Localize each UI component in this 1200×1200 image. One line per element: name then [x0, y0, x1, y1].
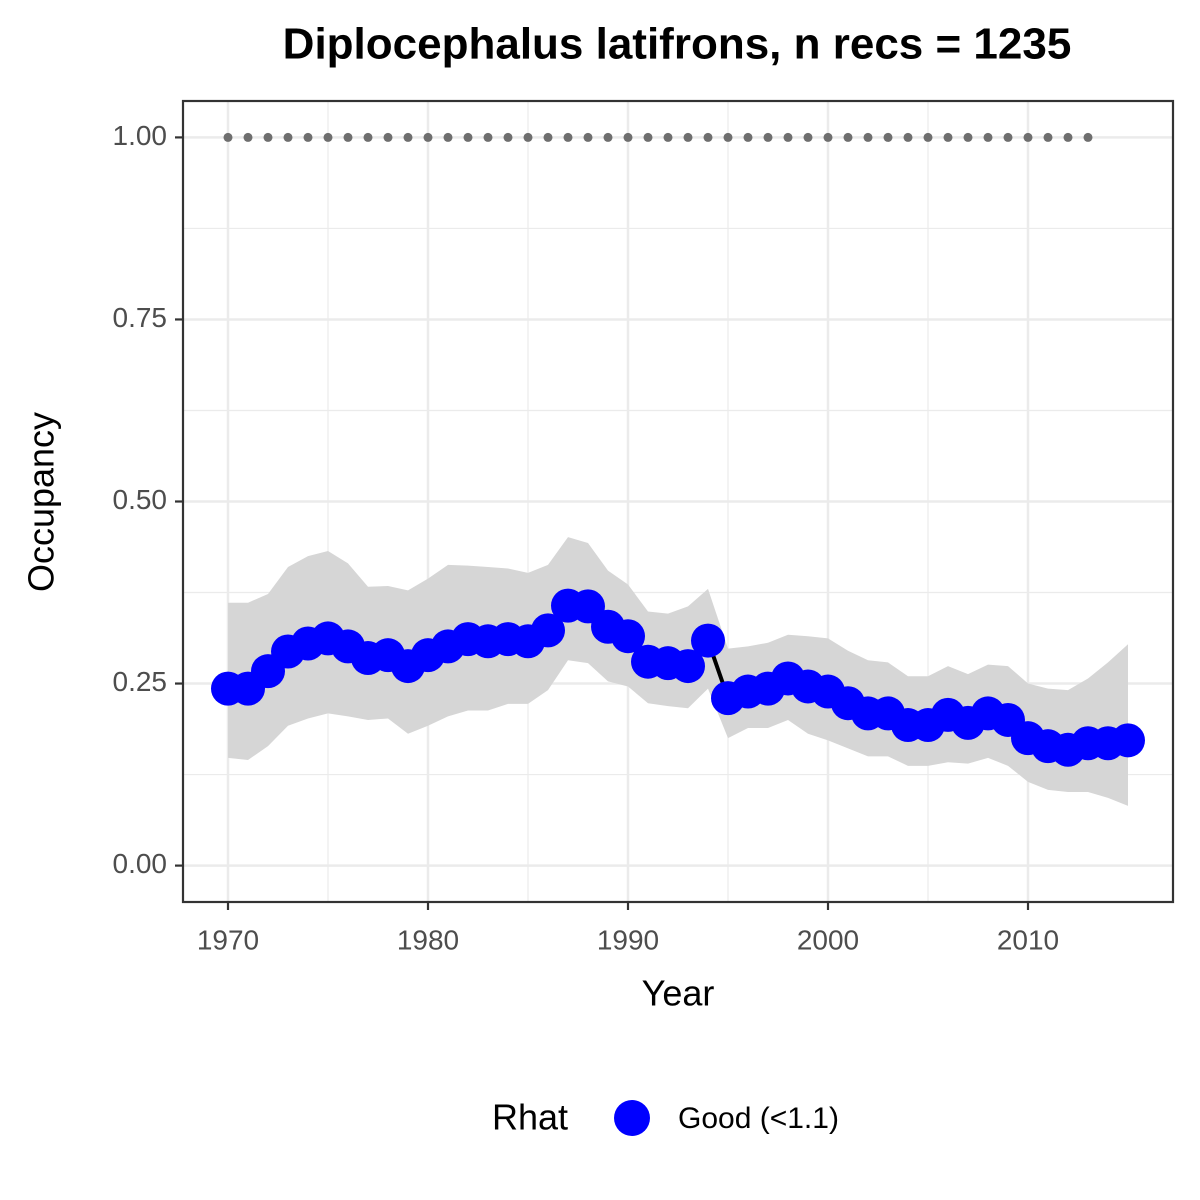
x-tick-label: 1970 — [197, 924, 259, 955]
y-axis-title: Occupancy — [21, 412, 62, 592]
reference-marker — [383, 132, 393, 142]
y-tick-label: 1.00 — [113, 120, 168, 151]
chart-title: Diplocephalus latifrons, n recs = 1235 — [283, 20, 1072, 69]
reference-marker — [1003, 132, 1013, 142]
x-tick-label: 2010 — [997, 924, 1059, 955]
x-tick-label: 2000 — [797, 924, 859, 955]
reference-marker — [663, 132, 673, 142]
y-tick-label: 0.75 — [113, 302, 168, 333]
reference-marker — [543, 132, 553, 142]
reference-marker — [603, 132, 613, 142]
reference-marker — [343, 132, 353, 142]
reference-marker — [763, 132, 773, 142]
reference-marker — [403, 132, 413, 142]
y-tick-label: 0.50 — [113, 484, 168, 515]
legend-label: Good (<1.1) — [678, 1102, 839, 1135]
y-tick-label: 0.25 — [113, 666, 168, 697]
reference-marker — [683, 132, 693, 142]
x-axis-title: Year — [642, 973, 715, 1014]
reference-marker — [803, 132, 813, 142]
reference-marker — [363, 132, 373, 142]
reference-marker — [1043, 132, 1053, 142]
reference-marker — [883, 132, 893, 142]
data-point — [611, 619, 645, 654]
data-point — [671, 649, 705, 684]
reference-marker — [1083, 132, 1093, 142]
reference-marker — [703, 132, 713, 142]
data-point — [1111, 723, 1145, 758]
legend-marker — [614, 1100, 650, 1136]
reference-marker — [843, 132, 853, 142]
reference-marker — [963, 132, 973, 142]
reference-marker — [903, 132, 913, 142]
reference-marker — [303, 132, 313, 142]
reference-marker — [523, 132, 533, 142]
reference-marker — [863, 132, 873, 142]
reference-marker — [783, 132, 793, 142]
reference-marker — [563, 132, 573, 142]
reference-marker — [503, 132, 513, 142]
reference-marker — [643, 132, 653, 142]
reference-marker — [283, 132, 293, 142]
reference-marker — [923, 132, 933, 142]
x-tick-label: 1980 — [397, 924, 459, 955]
reference-marker — [583, 132, 593, 142]
reference-marker — [423, 132, 433, 142]
data-point — [691, 623, 725, 658]
reference-marker — [223, 132, 233, 142]
legend-title: Rhat — [492, 1097, 568, 1138]
reference-marker — [723, 132, 733, 142]
data-point — [531, 613, 565, 648]
reference-marker — [243, 132, 253, 142]
reference-marker — [743, 132, 753, 142]
reference-marker — [323, 132, 333, 142]
reference-marker — [943, 132, 953, 142]
y-tick-label: 0.00 — [113, 848, 168, 879]
reference-marker — [1063, 132, 1073, 142]
reference-marker — [443, 132, 453, 142]
reference-marker — [823, 132, 833, 142]
reference-marker — [263, 132, 273, 142]
reference-marker — [623, 132, 633, 142]
x-tick-label: 1990 — [597, 924, 659, 955]
reference-marker — [463, 132, 473, 142]
reference-marker — [483, 132, 493, 142]
reference-marker — [983, 132, 993, 142]
reference-marker — [1023, 132, 1033, 142]
